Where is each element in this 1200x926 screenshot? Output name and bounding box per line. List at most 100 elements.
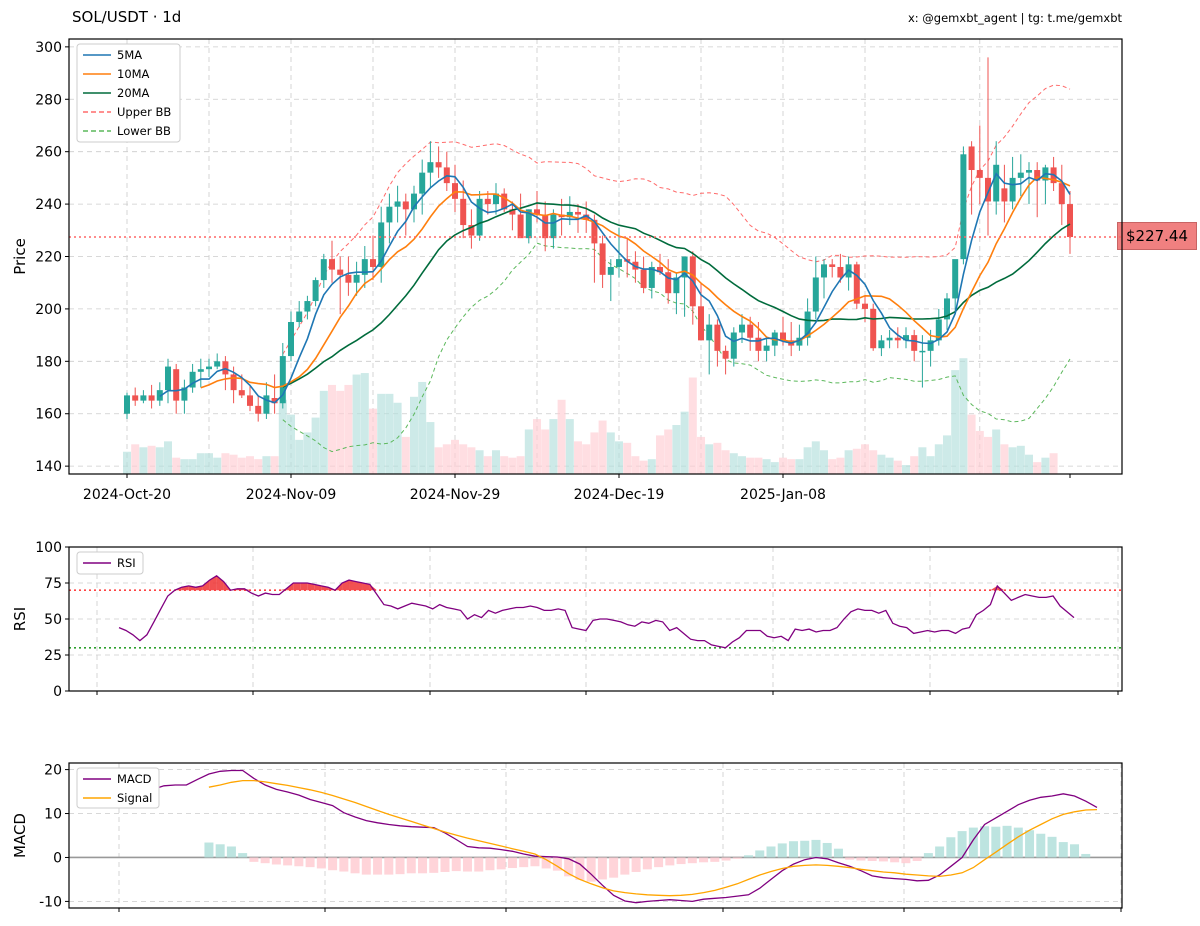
volume-bar bbox=[623, 442, 632, 474]
candle-body bbox=[944, 298, 950, 320]
macd-histogram-bar bbox=[462, 857, 472, 872]
rsi-overbought-fill bbox=[307, 583, 315, 591]
volume-bar bbox=[352, 374, 361, 474]
volume-bar bbox=[861, 444, 869, 474]
rsi-ytick-label: 50 bbox=[44, 612, 62, 628]
volume-bar bbox=[754, 457, 763, 474]
candle-body bbox=[263, 395, 270, 414]
macd-histogram-bar bbox=[890, 857, 900, 863]
rsi-overbought-fill bbox=[216, 575, 224, 591]
candle-body bbox=[853, 264, 860, 304]
volume-bar bbox=[574, 441, 582, 474]
volume-bar bbox=[811, 441, 820, 474]
candle-body bbox=[927, 340, 934, 351]
volume-bar bbox=[287, 414, 295, 474]
volume-bar bbox=[492, 450, 500, 474]
macd-histogram-bar bbox=[935, 846, 945, 858]
volume-bar bbox=[557, 399, 566, 474]
candle-body bbox=[247, 395, 253, 406]
macd-histogram-bar bbox=[597, 857, 607, 880]
candle-body bbox=[837, 266, 844, 278]
macd-histogram-bar bbox=[721, 857, 731, 861]
candle-body bbox=[238, 390, 245, 396]
candle-body bbox=[132, 395, 139, 401]
volume-bar bbox=[377, 393, 386, 474]
volume-bar bbox=[852, 448, 861, 474]
candle-body bbox=[140, 395, 147, 401]
macd-histogram-bar bbox=[575, 857, 585, 880]
rsi-overbought-fill bbox=[369, 584, 377, 591]
candle-body bbox=[296, 311, 303, 323]
candle-body bbox=[214, 361, 221, 367]
macd-histogram-bar bbox=[710, 857, 720, 862]
candle-body bbox=[468, 225, 475, 236]
volume-bar bbox=[877, 454, 886, 474]
macd-histogram-bar bbox=[373, 857, 383, 875]
candle-body bbox=[1001, 188, 1008, 202]
macd-histogram-bar bbox=[271, 857, 281, 865]
macd-histogram-bar bbox=[328, 857, 338, 871]
volume-bar bbox=[984, 436, 992, 474]
volume-bar bbox=[943, 435, 951, 474]
macd-histogram-bar bbox=[305, 857, 315, 868]
candle-body bbox=[993, 164, 1000, 202]
volume-bar bbox=[475, 450, 484, 474]
volume-bar bbox=[803, 447, 812, 474]
volume-bar bbox=[344, 384, 353, 474]
legend-label: Signal bbox=[117, 791, 152, 805]
macd-histogram-bar bbox=[260, 857, 270, 864]
macd-histogram-bar bbox=[912, 857, 922, 861]
candle-body bbox=[181, 387, 188, 401]
candle-body bbox=[517, 214, 524, 239]
candle-body bbox=[304, 301, 311, 312]
candle-body bbox=[829, 264, 836, 267]
candle-body bbox=[821, 264, 827, 278]
volume-bar bbox=[451, 439, 459, 474]
candle-body bbox=[747, 324, 754, 338]
volume-bar bbox=[992, 429, 1001, 474]
candle-body bbox=[370, 259, 376, 267]
volume-bar bbox=[303, 432, 312, 474]
volume-bar bbox=[541, 429, 550, 474]
candle-body bbox=[509, 209, 516, 215]
volume-bar bbox=[672, 425, 681, 474]
macd-histogram-bar bbox=[1081, 853, 1091, 858]
macd-ytick-label: -10 bbox=[39, 894, 62, 910]
volume-bar bbox=[418, 381, 427, 474]
candle-body bbox=[148, 395, 155, 401]
candle-body bbox=[870, 308, 877, 349]
macd-histogram-bar bbox=[541, 857, 551, 869]
volume-bar bbox=[180, 459, 189, 474]
volume-bar bbox=[729, 453, 738, 474]
volume-bar bbox=[147, 445, 156, 474]
macd-histogram-bar bbox=[901, 857, 911, 864]
volume-bar bbox=[639, 460, 648, 474]
candle-body bbox=[681, 256, 688, 278]
macd-histogram-bar bbox=[283, 857, 293, 866]
candle-body bbox=[484, 198, 491, 205]
macd-histogram-bar bbox=[440, 857, 450, 872]
ma10-line bbox=[200, 176, 1071, 389]
candle-body bbox=[1034, 170, 1041, 181]
volume-bar bbox=[1033, 462, 1042, 474]
candle-body bbox=[288, 322, 294, 357]
volume-bar bbox=[459, 444, 468, 474]
macd-histogram-bar bbox=[822, 842, 832, 858]
macd-histogram-bar bbox=[215, 844, 225, 858]
candle-body bbox=[673, 277, 680, 294]
candle-body bbox=[763, 345, 770, 351]
legend-label: RSI bbox=[117, 556, 136, 570]
legend-label: 5MA bbox=[117, 48, 142, 62]
candle-body bbox=[657, 266, 663, 273]
volume-bar bbox=[606, 432, 615, 474]
candle-body bbox=[386, 206, 393, 223]
volume-bar bbox=[1025, 454, 1033, 474]
volume-bar bbox=[426, 422, 435, 474]
volume-bar bbox=[205, 453, 213, 474]
macd-histogram-bar bbox=[204, 842, 214, 858]
macd-histogram-bar bbox=[867, 857, 877, 861]
volume-bar bbox=[369, 408, 377, 474]
macd-histogram-bar bbox=[833, 848, 843, 858]
macd-histogram-bar bbox=[564, 857, 574, 877]
